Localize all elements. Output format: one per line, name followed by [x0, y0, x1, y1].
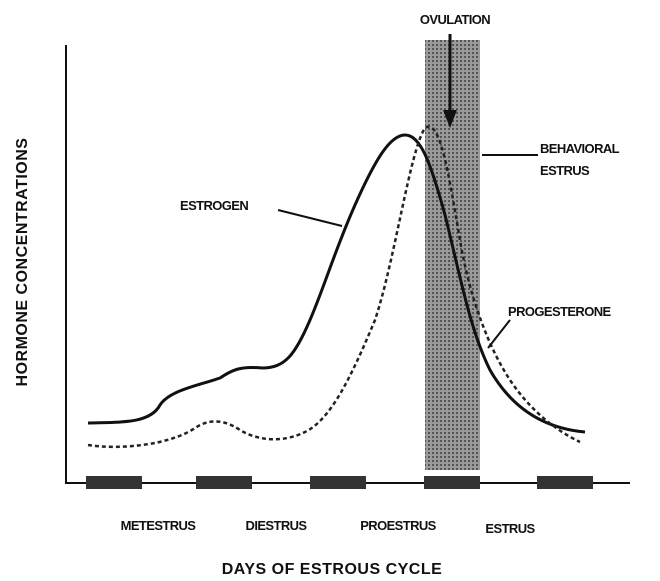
x-axis-title: DAYS OF ESTROUS CYCLE [222, 561, 443, 578]
estrogen-curve [87, 133, 586, 434]
estrogen-label: ESTROGEN [180, 198, 248, 213]
behavioral-estrus-label: ESTRUS [540, 163, 590, 178]
phase-marker [310, 476, 366, 489]
behavioral-estrus-band [425, 40, 480, 470]
progesterone-label: PROGESTERONE [508, 304, 612, 319]
phase-marker [424, 476, 480, 489]
ovulation-arrowhead [443, 110, 457, 128]
ovulation-label: OVULATION [420, 12, 490, 27]
behavioral-estrus-label: BEHAVIORAL [540, 141, 620, 156]
phase-label: METESTRUS [121, 518, 197, 533]
phase-label: ESTRUS [485, 521, 535, 536]
phase-label: DIESTRUS [246, 518, 308, 533]
phase-marker [196, 476, 252, 489]
y-axis-title: HORMONE CONCENTRATIONS [14, 138, 31, 387]
leader-line [277, 209, 343, 227]
phase-marker [537, 476, 593, 489]
phase-markers [86, 476, 593, 489]
phase-label: PROESTRUS [360, 518, 436, 533]
progesterone-curve [87, 125, 581, 449]
leader-line [487, 319, 511, 349]
phase-marker [86, 476, 142, 489]
